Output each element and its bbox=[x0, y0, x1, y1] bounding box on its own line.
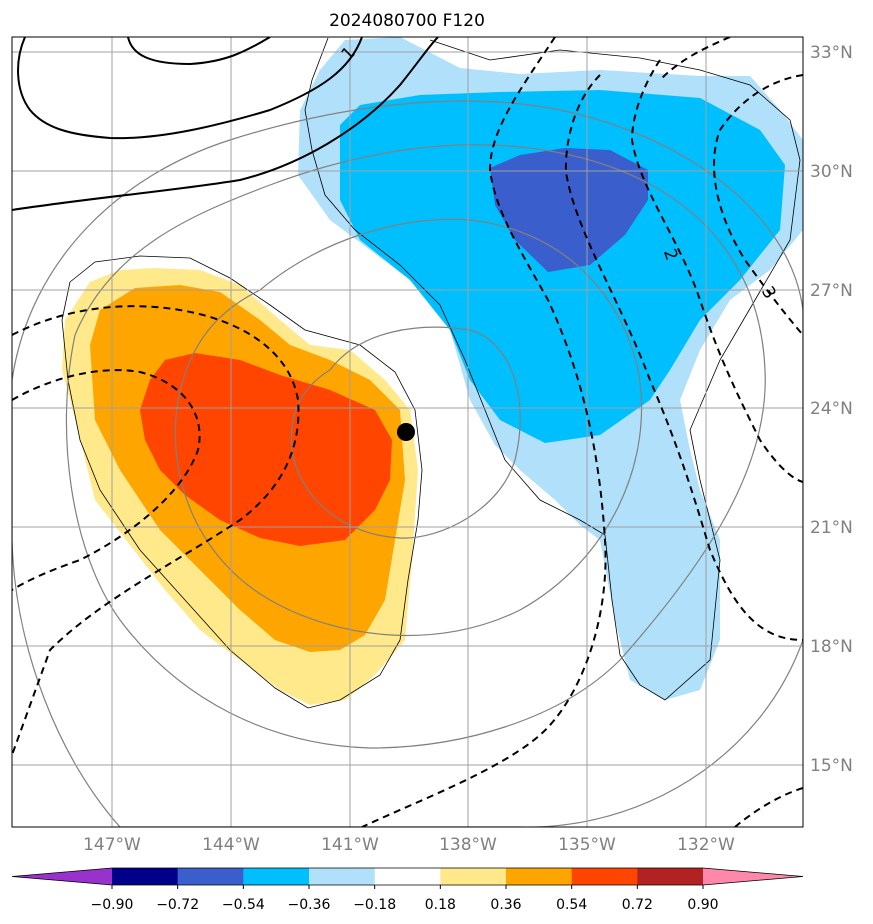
colorbar: −0.90 −0.72 −0.54 −0.36 −0.18 0.18 0.36 0.54 0.7… bbox=[11, 867, 804, 913]
colorbar-segment bbox=[637, 868, 704, 885]
colorbar-extend-low bbox=[12, 868, 112, 885]
lon-tick-label: 144°W bbox=[202, 835, 260, 855]
lat-tick-label: 15°N bbox=[810, 756, 853, 776]
figure-title: 2024080700 F120 bbox=[329, 11, 485, 31]
colorbar-tick-label: −0.90 bbox=[91, 897, 134, 913]
lon-tick-label: 135°W bbox=[558, 835, 616, 855]
colorbar-tick-label: −0.18 bbox=[353, 897, 396, 913]
colorbar-tick-label: 0.90 bbox=[687, 897, 718, 913]
lat-tick-label: 21°N bbox=[810, 518, 853, 538]
lat-tick-labels: 33°N 30°N 27°N 24°N 21°N 18°N 15°N bbox=[810, 43, 853, 776]
shade-red-orange bbox=[140, 353, 392, 546]
colorbar-segment bbox=[112, 868, 179, 885]
grey-contours bbox=[12, 100, 803, 827]
lat-tick-label: 27°N bbox=[810, 281, 853, 301]
colorbar-tick-label: 0.72 bbox=[622, 897, 653, 913]
lon-tick-label: 132°W bbox=[677, 835, 735, 855]
colorbar-segment bbox=[177, 868, 244, 885]
lon-tick-labels: 147°W 144°W 141°W 138°W 135°W 132°W bbox=[83, 835, 735, 855]
map-panel: 1 2 3 bbox=[12, 37, 803, 827]
lat-tick-label: 18°N bbox=[810, 637, 853, 657]
lon-tick-label: 141°W bbox=[321, 835, 379, 855]
colorbar-segment bbox=[374, 868, 441, 885]
colorbar-tick-label: 0.18 bbox=[425, 897, 456, 913]
map-frame bbox=[11, 36, 804, 828]
black-solid-contours bbox=[12, 37, 439, 211]
colorbar-tick-label: 0.36 bbox=[490, 897, 521, 913]
black-dashed-contours bbox=[12, 37, 803, 827]
colorbar-segment bbox=[243, 868, 310, 885]
lat-tick-label: 24°N bbox=[810, 399, 853, 419]
storm-center-marker bbox=[397, 423, 415, 441]
colorbar-segment bbox=[571, 868, 638, 885]
lat-tick-label: 30°N bbox=[810, 162, 853, 182]
lon-tick-label: 147°W bbox=[83, 835, 141, 855]
colorbar-segment bbox=[309, 868, 376, 885]
colorbar-tick-label: −0.36 bbox=[288, 897, 331, 913]
zero-contours bbox=[61, 37, 801, 709]
colorbar-tick-label: 0.54 bbox=[556, 897, 587, 913]
colorbar-segment bbox=[506, 868, 573, 885]
colorbar-tick-label: −0.72 bbox=[156, 897, 199, 913]
lat-tick-label: 33°N bbox=[810, 43, 853, 63]
graticule bbox=[12, 37, 803, 827]
colorbar-extend-high bbox=[703, 868, 803, 885]
colorbar-tick-label: −0.54 bbox=[222, 897, 265, 913]
colorbar-segment bbox=[440, 868, 507, 885]
lon-tick-label: 138°W bbox=[439, 835, 497, 855]
shade-dark-blue bbox=[490, 148, 648, 272]
